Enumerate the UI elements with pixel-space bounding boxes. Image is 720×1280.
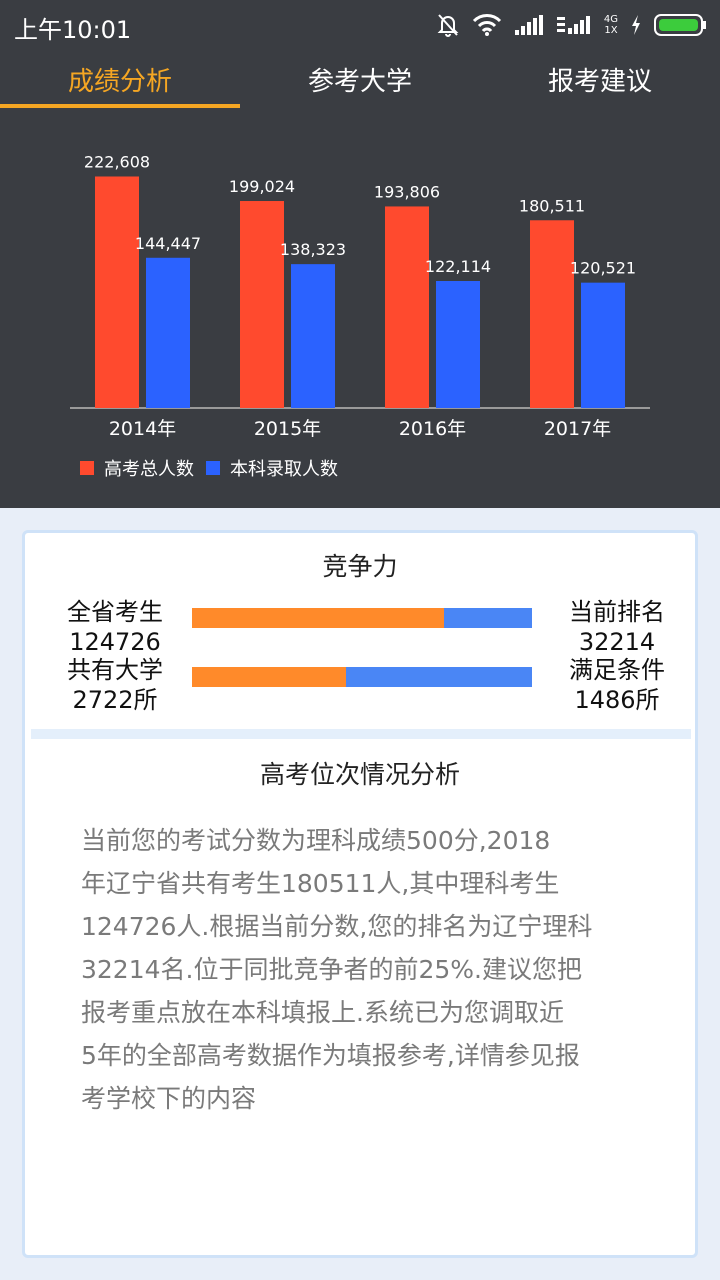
chart-legend: 高考总人数 本科录取人数 xyxy=(80,456,338,480)
tab-score-analysis[interactable]: 成绩分析 xyxy=(0,50,240,108)
stat-value: 124726 xyxy=(69,628,161,656)
legend-item-admitted: 本科录取人数 xyxy=(206,455,338,481)
status-bar: 上午10:01 xyxy=(0,0,720,50)
stat-value: 1486所 xyxy=(574,686,660,714)
stat-label: 共有大学 xyxy=(67,656,163,684)
bar-admitted xyxy=(581,282,625,408)
rank-analysis-text: 当前您的考试分数为理科成绩500分,2018 年辽宁省共有考生180511人,其… xyxy=(81,819,651,1120)
stat-label: 全省考生 xyxy=(67,598,163,626)
section-divider xyxy=(31,729,691,739)
battery-icon xyxy=(654,14,706,36)
analysis-line: 当前您的考试分数为理科成绩500分,2018 xyxy=(81,826,551,855)
analysis-line: 年辽宁省共有考生180511人,其中理科考生 xyxy=(81,869,560,898)
legend-label-total: 高考总人数 xyxy=(104,459,194,480)
legend-label-admitted: 本科录取人数 xyxy=(230,459,338,480)
stat-eligible-universities: 满足条件 1486所 xyxy=(542,655,692,715)
bar-total xyxy=(240,201,284,408)
eligible-progress-rest xyxy=(346,667,532,687)
admissions-bar-chart: 222,608 144,447 2014年 199,024 138,323 2015年 19… xyxy=(70,152,650,440)
network-type: 4G 1X xyxy=(603,14,618,36)
x-tick-label: 2014年 xyxy=(109,418,176,440)
bar-total xyxy=(530,220,574,408)
legend-swatch-admitted xyxy=(206,461,220,475)
bar-admitted xyxy=(146,257,190,408)
legend-swatch-total xyxy=(80,461,94,475)
status-time: 上午10:01 xyxy=(14,16,132,44)
data-label: 120,521 xyxy=(570,259,636,278)
stat-total-universities: 共有大学 2722所 xyxy=(40,655,190,715)
data-label: 122,114 xyxy=(425,257,491,276)
signal-icon xyxy=(556,16,590,34)
data-label: 180,511 xyxy=(519,196,585,215)
data-label: 138,323 xyxy=(280,240,346,259)
bar-admitted xyxy=(436,281,480,408)
signal-icon xyxy=(514,15,543,35)
header-panel: 上午10:01 xyxy=(0,0,720,508)
mute-bell-icon xyxy=(437,14,459,37)
stat-value: 32214 xyxy=(578,628,656,656)
data-label: 144,447 xyxy=(135,234,201,253)
tab-bar: 成绩分析 参考大学 报考建议 xyxy=(0,50,720,108)
legend-item-total: 高考总人数 xyxy=(80,455,194,481)
data-label: 199,024 xyxy=(229,177,295,196)
tab-application-advice[interactable]: 报考建议 xyxy=(547,66,652,97)
stat-value: 2722所 xyxy=(72,686,158,714)
bar-total xyxy=(95,176,139,408)
analysis-line: 124726人.根据当前分数,您的排名为辽宁理科 xyxy=(81,912,593,941)
x-tick-label: 2015年 xyxy=(254,418,321,440)
data-label: 222,608 xyxy=(84,152,150,171)
stat-total-examinees: 全省考生 124726 xyxy=(40,597,190,657)
x-tick-label: 2016年 xyxy=(399,418,466,440)
analysis-line: 5年的全部高考数据作为填报参考,详情参见报 xyxy=(81,1041,580,1070)
eligible-progress-fill xyxy=(192,667,347,687)
competitiveness-title: 竞争力 xyxy=(322,552,398,581)
wifi-icon xyxy=(472,14,501,36)
charging-icon xyxy=(632,15,640,35)
analysis-line: 报考重点放在本科填报上.系统已为您调取近 xyxy=(81,998,564,1027)
data-label: 193,806 xyxy=(374,182,440,201)
analysis-line: 32214名.位于同批竞争者的前25%.建议您把 xyxy=(81,955,582,984)
rank-progress-rest xyxy=(444,608,532,628)
x-tick-label: 2017年 xyxy=(544,418,611,440)
bar-total xyxy=(385,206,429,408)
rank-progress-bar xyxy=(192,608,532,628)
stat-label: 满足条件 xyxy=(569,656,665,684)
rank-progress-fill xyxy=(192,608,445,628)
rank-analysis-title: 高考位次情况分析 xyxy=(259,760,460,789)
eligible-progress-bar xyxy=(192,667,532,687)
bar-admitted xyxy=(291,264,335,408)
analysis-line: 考学校下的内容 xyxy=(81,1084,257,1113)
stat-current-rank: 当前排名 32214 xyxy=(542,597,692,657)
status-icons: 4G 1X xyxy=(436,10,708,40)
analysis-card: 竞争力 全省考生 124726 共有大学 2722所 当前排名 32214 满足… xyxy=(22,530,698,1258)
stat-label: 当前排名 xyxy=(569,598,665,626)
tab-reference-universities[interactable]: 参考大学 xyxy=(307,66,412,97)
